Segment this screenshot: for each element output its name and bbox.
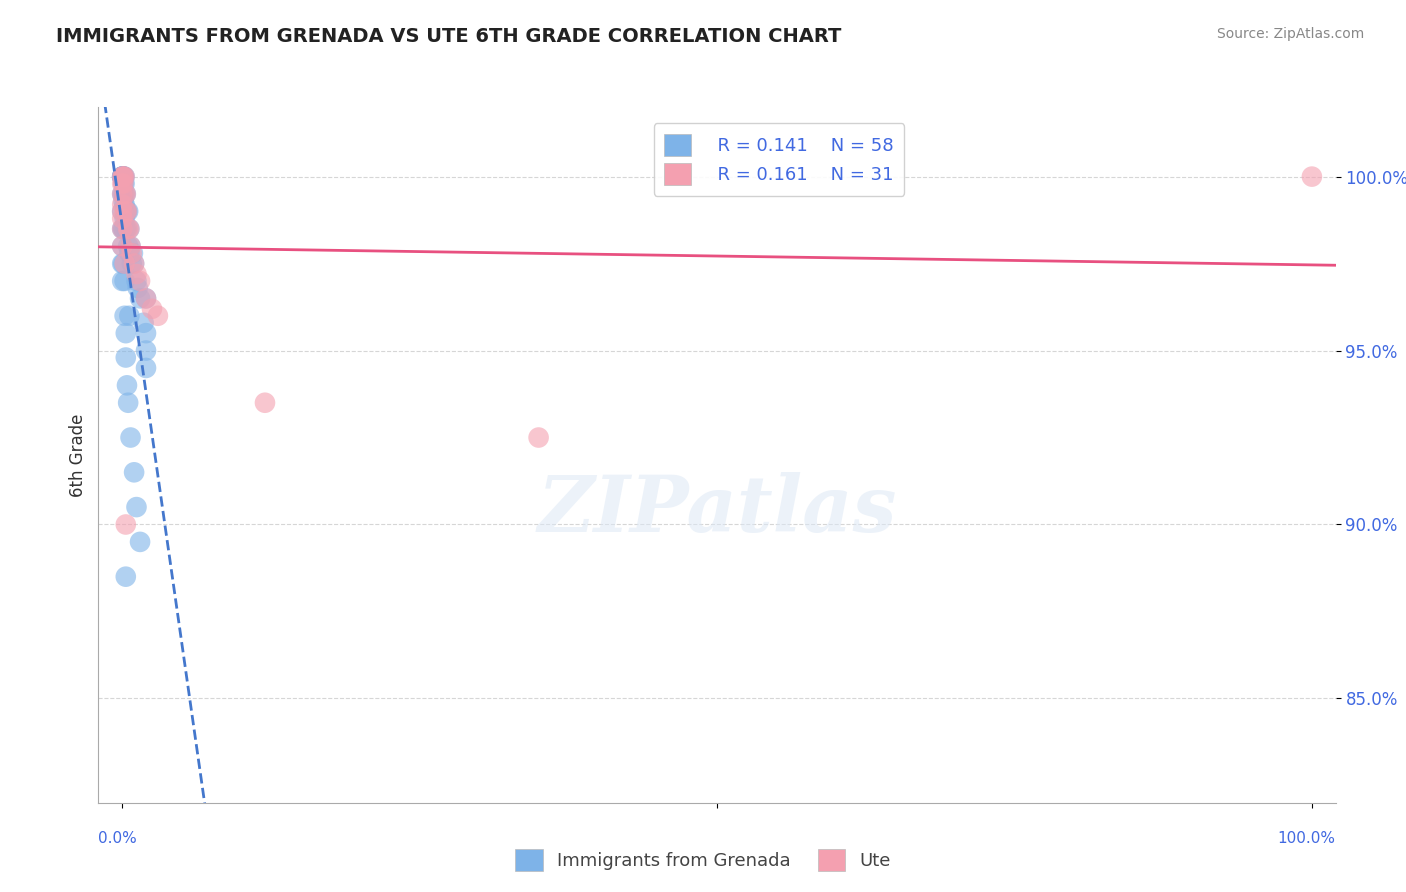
Point — [120, 431, 142, 445]
Point — [111, 204, 134, 219]
Point — [117, 222, 139, 236]
Point — [114, 187, 136, 202]
Text: Source: ZipAtlas.com: Source: ZipAtlas.com — [1216, 27, 1364, 41]
Point — [114, 274, 136, 288]
Point — [129, 535, 152, 549]
Point — [112, 187, 135, 202]
Text: 100.0%: 100.0% — [1278, 830, 1336, 846]
Point — [114, 257, 136, 271]
Point — [111, 169, 134, 184]
Point — [129, 292, 152, 306]
Point — [114, 169, 136, 184]
Point — [111, 204, 134, 219]
Point — [112, 194, 135, 208]
Point — [111, 169, 134, 184]
Point — [121, 246, 143, 260]
Point — [112, 169, 135, 184]
Point — [112, 169, 135, 184]
Point — [114, 187, 136, 202]
Point — [135, 292, 157, 306]
Point — [122, 257, 145, 271]
Point — [112, 169, 135, 184]
Point — [112, 177, 135, 191]
Point — [120, 239, 142, 253]
Point — [117, 396, 139, 410]
Point — [122, 257, 145, 271]
Point — [111, 274, 134, 288]
Point — [141, 301, 163, 316]
Point — [114, 326, 136, 341]
Point — [111, 187, 134, 202]
Point — [253, 396, 276, 410]
Point — [111, 211, 134, 226]
Point — [115, 204, 138, 219]
Point — [114, 211, 136, 226]
Point — [125, 500, 148, 515]
Point — [112, 169, 135, 184]
Point — [118, 222, 141, 236]
Point — [118, 222, 141, 236]
Point — [112, 177, 135, 191]
Point — [114, 570, 136, 584]
Point — [125, 267, 148, 281]
Point — [127, 281, 149, 295]
Point — [135, 292, 157, 306]
Point — [114, 187, 136, 202]
Point — [114, 169, 136, 184]
Legend:   R = 0.141    N = 58,   R = 0.161    N = 31: R = 0.141 N = 58, R = 0.161 N = 31 — [654, 123, 904, 196]
Point — [112, 222, 135, 236]
Point — [111, 222, 134, 236]
Point — [111, 169, 134, 184]
Point — [112, 257, 135, 271]
Point — [117, 204, 139, 219]
Point — [122, 246, 145, 260]
Point — [111, 257, 134, 271]
Point — [111, 197, 134, 211]
Point — [112, 169, 135, 184]
Text: IMMIGRANTS FROM GRENADA VS UTE 6TH GRADE CORRELATION CHART: IMMIGRANTS FROM GRENADA VS UTE 6TH GRADE… — [56, 27, 842, 45]
Point — [111, 222, 134, 236]
Point — [135, 343, 157, 358]
Point — [114, 517, 136, 532]
Point — [111, 169, 134, 184]
Point — [114, 309, 136, 323]
Point — [114, 197, 136, 211]
Point — [114, 204, 136, 219]
Point — [129, 274, 152, 288]
Point — [114, 187, 136, 202]
Text: ZIPatlas: ZIPatlas — [537, 473, 897, 549]
Point — [135, 361, 157, 376]
Point — [111, 239, 134, 253]
Point — [125, 274, 148, 288]
Point — [120, 239, 142, 253]
Point — [112, 169, 135, 184]
Point — [117, 239, 139, 253]
Point — [146, 309, 169, 323]
Point — [115, 378, 138, 392]
Point — [112, 222, 135, 236]
Point — [115, 222, 138, 236]
Point — [122, 466, 145, 480]
Point — [118, 246, 141, 260]
Point — [118, 309, 141, 323]
Point — [135, 326, 157, 341]
Point — [115, 204, 138, 219]
Point — [132, 316, 155, 330]
Point — [114, 351, 136, 365]
Point — [527, 431, 550, 445]
Text: 0.0%: 0.0% — [98, 830, 138, 846]
Legend: Immigrants from Grenada, Ute: Immigrants from Grenada, Ute — [508, 842, 898, 879]
Y-axis label: 6th Grade: 6th Grade — [69, 413, 87, 497]
Point — [114, 177, 136, 191]
Point — [121, 257, 143, 271]
Point — [111, 169, 134, 184]
Point — [111, 177, 134, 191]
Point — [111, 187, 134, 202]
Point — [111, 239, 134, 253]
Point — [114, 204, 136, 219]
Point — [1301, 169, 1323, 184]
Point — [114, 222, 136, 236]
